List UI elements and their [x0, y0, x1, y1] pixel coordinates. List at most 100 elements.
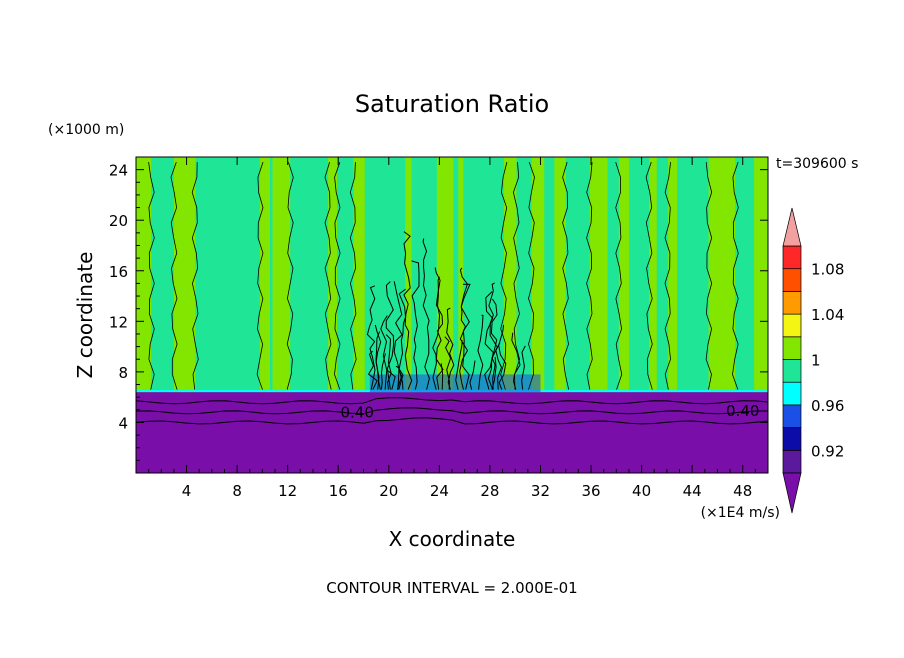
- contour-line: [440, 363, 444, 390]
- contour-lines: [136, 161, 768, 425]
- contour-line: [422, 238, 430, 390]
- x-tick-label: 48: [733, 482, 752, 500]
- colorbar-segment: [782, 291, 802, 315]
- y-axis: 4 8 12 16 20 24: [109, 162, 768, 461]
- contour-line: [500, 162, 508, 390]
- y-tick-label: 4: [118, 414, 128, 432]
- field-band: [618, 157, 629, 473]
- contour-line: [488, 282, 499, 390]
- y-tick-label: 20: [109, 212, 128, 230]
- contour-line: [469, 360, 476, 390]
- contour-line: [477, 314, 484, 390]
- contour-line: [136, 397, 768, 405]
- colorbar: 0.92 0.96 1 1.04 1.08: [782, 207, 844, 514]
- contour-line: [444, 336, 452, 390]
- contour-line: [366, 285, 376, 390]
- contour-line: [387, 370, 396, 390]
- x-tick-label: 36: [581, 482, 600, 500]
- y-tick-label: 16: [109, 263, 128, 281]
- contour-line: [256, 161, 264, 390]
- contour-line: [732, 161, 739, 390]
- contour-line: [512, 162, 521, 390]
- x-axis-label: X coordinate: [389, 527, 516, 551]
- colorbar-tick-label: 1.04: [811, 306, 844, 324]
- x-tick-label: 16: [329, 482, 348, 500]
- x-tick-label: 28: [480, 482, 499, 500]
- colorbar-segment: [782, 404, 802, 428]
- contour-line: [334, 161, 341, 390]
- contour-line: [495, 342, 503, 390]
- contour-label: 0.40: [726, 402, 759, 420]
- contour-line: [460, 283, 471, 390]
- field-band: [353, 157, 365, 473]
- colorbar-segment: [782, 427, 802, 451]
- contour-line: [367, 350, 378, 390]
- contour-line: [645, 161, 653, 390]
- contour-line: [705, 162, 713, 390]
- field-band: [259, 157, 270, 473]
- contour-line: [393, 281, 403, 390]
- y-axis-label: Z coordinate: [73, 252, 97, 379]
- contour-line: [487, 298, 498, 390]
- field-band: [554, 157, 566, 473]
- colorbar-segment: [782, 381, 802, 406]
- y-units-label: (×1000 m): [48, 122, 124, 138]
- contour-line: [403, 231, 413, 390]
- chart-title: Saturation Ratio: [355, 90, 549, 118]
- colorbar-tick-label: 0.96: [811, 397, 844, 415]
- contour-line: [324, 161, 332, 390]
- contour-line: [511, 332, 521, 390]
- contour-line: [395, 365, 404, 390]
- y-tick-label: 8: [118, 364, 128, 382]
- x-tick-label: 24: [430, 482, 449, 500]
- contour-line: [380, 315, 388, 390]
- contour-line: [521, 345, 526, 390]
- contour-line: [432, 276, 441, 390]
- contour-line: [375, 331, 381, 390]
- x-tick-label: 44: [683, 482, 702, 500]
- colorbar-segment: [782, 268, 802, 292]
- colorbar-over-arrow: [782, 207, 802, 247]
- contour-line: [615, 161, 623, 390]
- colorbar-tick-label: 1.08: [811, 261, 844, 279]
- y-tick-label: 12: [109, 313, 128, 331]
- field-lower-layer: [136, 392, 768, 473]
- contour-line: [664, 162, 671, 390]
- field-band: [458, 157, 464, 473]
- contour-line: [136, 417, 768, 425]
- contour-line: [385, 334, 392, 390]
- x-tick-label: 12: [278, 482, 297, 500]
- contour-line: [398, 288, 407, 390]
- contour-line: [349, 162, 357, 390]
- contour-interval-footer: CONTOUR INTERVAL = 2.000E-01: [326, 579, 577, 597]
- contour-line: [455, 340, 463, 390]
- x-tick-label: 20: [379, 482, 398, 500]
- colorbar-segment: [782, 449, 802, 474]
- contour-line: [411, 260, 420, 390]
- contour-labels: 0.40 0.40: [340, 402, 759, 421]
- contour-line: [586, 162, 593, 390]
- contour-line: [385, 281, 395, 390]
- x-tick-label: 32: [531, 482, 550, 500]
- y-tick-label: 24: [109, 162, 128, 180]
- contour-line: [562, 161, 570, 390]
- field-band: [649, 157, 657, 473]
- contour-line: [286, 161, 294, 390]
- contour-label: 0.40: [340, 403, 373, 421]
- contour-line: [459, 267, 469, 390]
- contour-line: [148, 162, 155, 390]
- contour-line: [170, 161, 178, 390]
- time-label: t=309600 s: [776, 156, 858, 172]
- field-band: [328, 157, 337, 473]
- x-units-label: (×1E4 m/s): [701, 505, 780, 521]
- colorbar-segment: [782, 313, 802, 338]
- colorbar-segment: [782, 245, 802, 270]
- x-tick-label: 4: [182, 482, 192, 500]
- contour-line: [191, 162, 199, 390]
- plot-area: [136, 157, 768, 473]
- contour-line: [374, 324, 382, 390]
- contour-line: [446, 307, 455, 390]
- contour-line: [136, 407, 768, 415]
